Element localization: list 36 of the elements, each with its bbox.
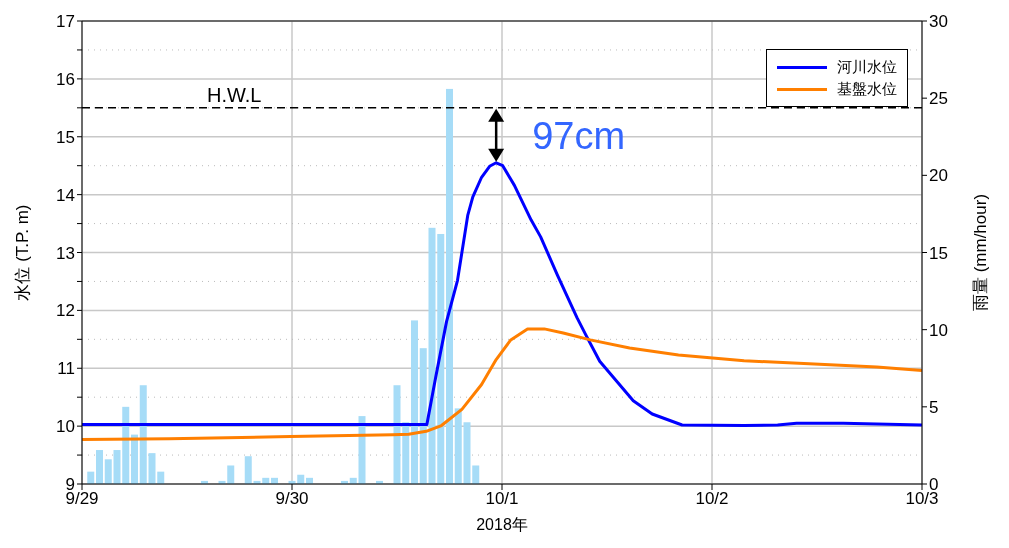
x-tick-label: 9/30 [275,489,309,509]
y2-tick-label: 15 [929,243,948,263]
annotation: 97cm [532,115,626,158]
y-tick-label: 11 [57,359,75,379]
y-axis-title: 水位 (T.P. m) [13,204,33,301]
y-tick-label: 10 [56,417,75,437]
bar [139,385,147,484]
x-axis-title: 2018年 [476,516,528,533]
x-tick-label: 10/1 [485,489,519,509]
bar [446,88,453,484]
y-tick-label: 12 [56,301,75,321]
bar [411,320,418,484]
ref-line-label: H.W.L [207,83,262,106]
bar [104,459,112,484]
y-tick-label: 15 [56,127,75,147]
y2-tick-label: 30 [929,12,948,32]
line-series [82,327,922,441]
y2-axis-title: 雨量 (mm/hour) [971,193,991,312]
x-tick-label: 10/2 [695,489,729,509]
y-tick-label: 14 [56,185,75,205]
bar [131,434,138,484]
legend-label: 河川水位 [837,57,897,77]
legend-label: 基盤水位 [837,79,897,99]
y2-tick-label: 20 [929,166,948,186]
y2-tick-label: 10 [929,320,948,340]
bar [358,416,366,484]
y-tick-label: 16 [56,69,75,89]
bar [419,348,427,484]
y2-tick-label: 5 [929,397,939,417]
bar [96,450,103,484]
bar [244,456,252,484]
bar [87,471,95,484]
y-tick-label: 17 [56,12,75,32]
y2-tick-label: 25 [929,89,948,109]
y-tick-label: 13 [56,243,75,263]
bar [454,408,462,484]
